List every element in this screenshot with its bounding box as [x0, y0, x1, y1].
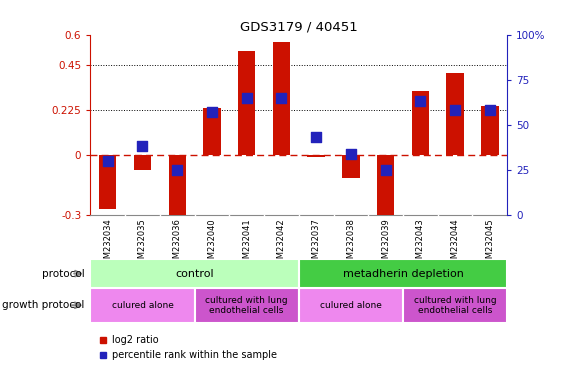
Text: GSM232037: GSM232037: [312, 218, 321, 270]
Point: [208, 109, 217, 115]
Text: GSM232042: GSM232042: [277, 218, 286, 269]
Bar: [273, 41, 290, 155]
Bar: [90, 259, 299, 288]
Bar: [195, 288, 298, 323]
Text: metadherin depletion: metadherin depletion: [343, 268, 463, 279]
Text: GSM232045: GSM232045: [485, 218, 494, 269]
Text: GSM232039: GSM232039: [381, 218, 390, 269]
Bar: [377, 155, 394, 217]
Text: GSM232038: GSM232038: [346, 218, 356, 270]
Bar: [299, 288, 403, 323]
Bar: [342, 155, 360, 178]
Point: [103, 158, 113, 164]
Point: [311, 134, 321, 141]
Text: control: control: [175, 268, 214, 279]
Bar: [90, 288, 195, 323]
Bar: [203, 108, 220, 155]
Bar: [447, 73, 464, 155]
Text: culured alone: culured alone: [320, 301, 382, 310]
Text: GSM232043: GSM232043: [416, 218, 425, 269]
Bar: [168, 155, 186, 219]
Text: protocol: protocol: [42, 268, 85, 279]
Bar: [412, 91, 429, 155]
Point: [416, 98, 425, 104]
Text: cultured with lung
endothelial cells: cultured with lung endothelial cells: [205, 296, 288, 315]
Legend: log2 ratio, percentile rank within the sample: log2 ratio, percentile rank within the s…: [95, 331, 280, 364]
Text: culured alone: culured alone: [111, 301, 173, 310]
Point: [381, 167, 390, 173]
Bar: [134, 155, 151, 170]
Point: [242, 95, 251, 101]
Text: GSM232041: GSM232041: [242, 218, 251, 269]
Text: GSM232036: GSM232036: [173, 218, 182, 270]
Text: GSM232035: GSM232035: [138, 218, 147, 269]
Point: [485, 107, 494, 113]
Text: cultured with lung
endothelial cells: cultured with lung endothelial cells: [414, 296, 496, 315]
Point: [346, 151, 356, 157]
Text: GSM232044: GSM232044: [451, 218, 459, 269]
Point: [451, 107, 460, 113]
Bar: [99, 155, 117, 209]
Bar: [307, 155, 325, 157]
Bar: [403, 288, 507, 323]
Point: [138, 143, 147, 149]
Text: growth protocol: growth protocol: [2, 300, 85, 310]
Point: [277, 95, 286, 101]
Point: [173, 167, 182, 173]
Text: GSM232034: GSM232034: [103, 218, 113, 269]
Bar: [299, 259, 507, 288]
Bar: [481, 106, 498, 155]
Title: GDS3179 / 40451: GDS3179 / 40451: [240, 20, 357, 33]
Text: GSM232040: GSM232040: [208, 218, 216, 269]
Bar: [238, 51, 255, 155]
